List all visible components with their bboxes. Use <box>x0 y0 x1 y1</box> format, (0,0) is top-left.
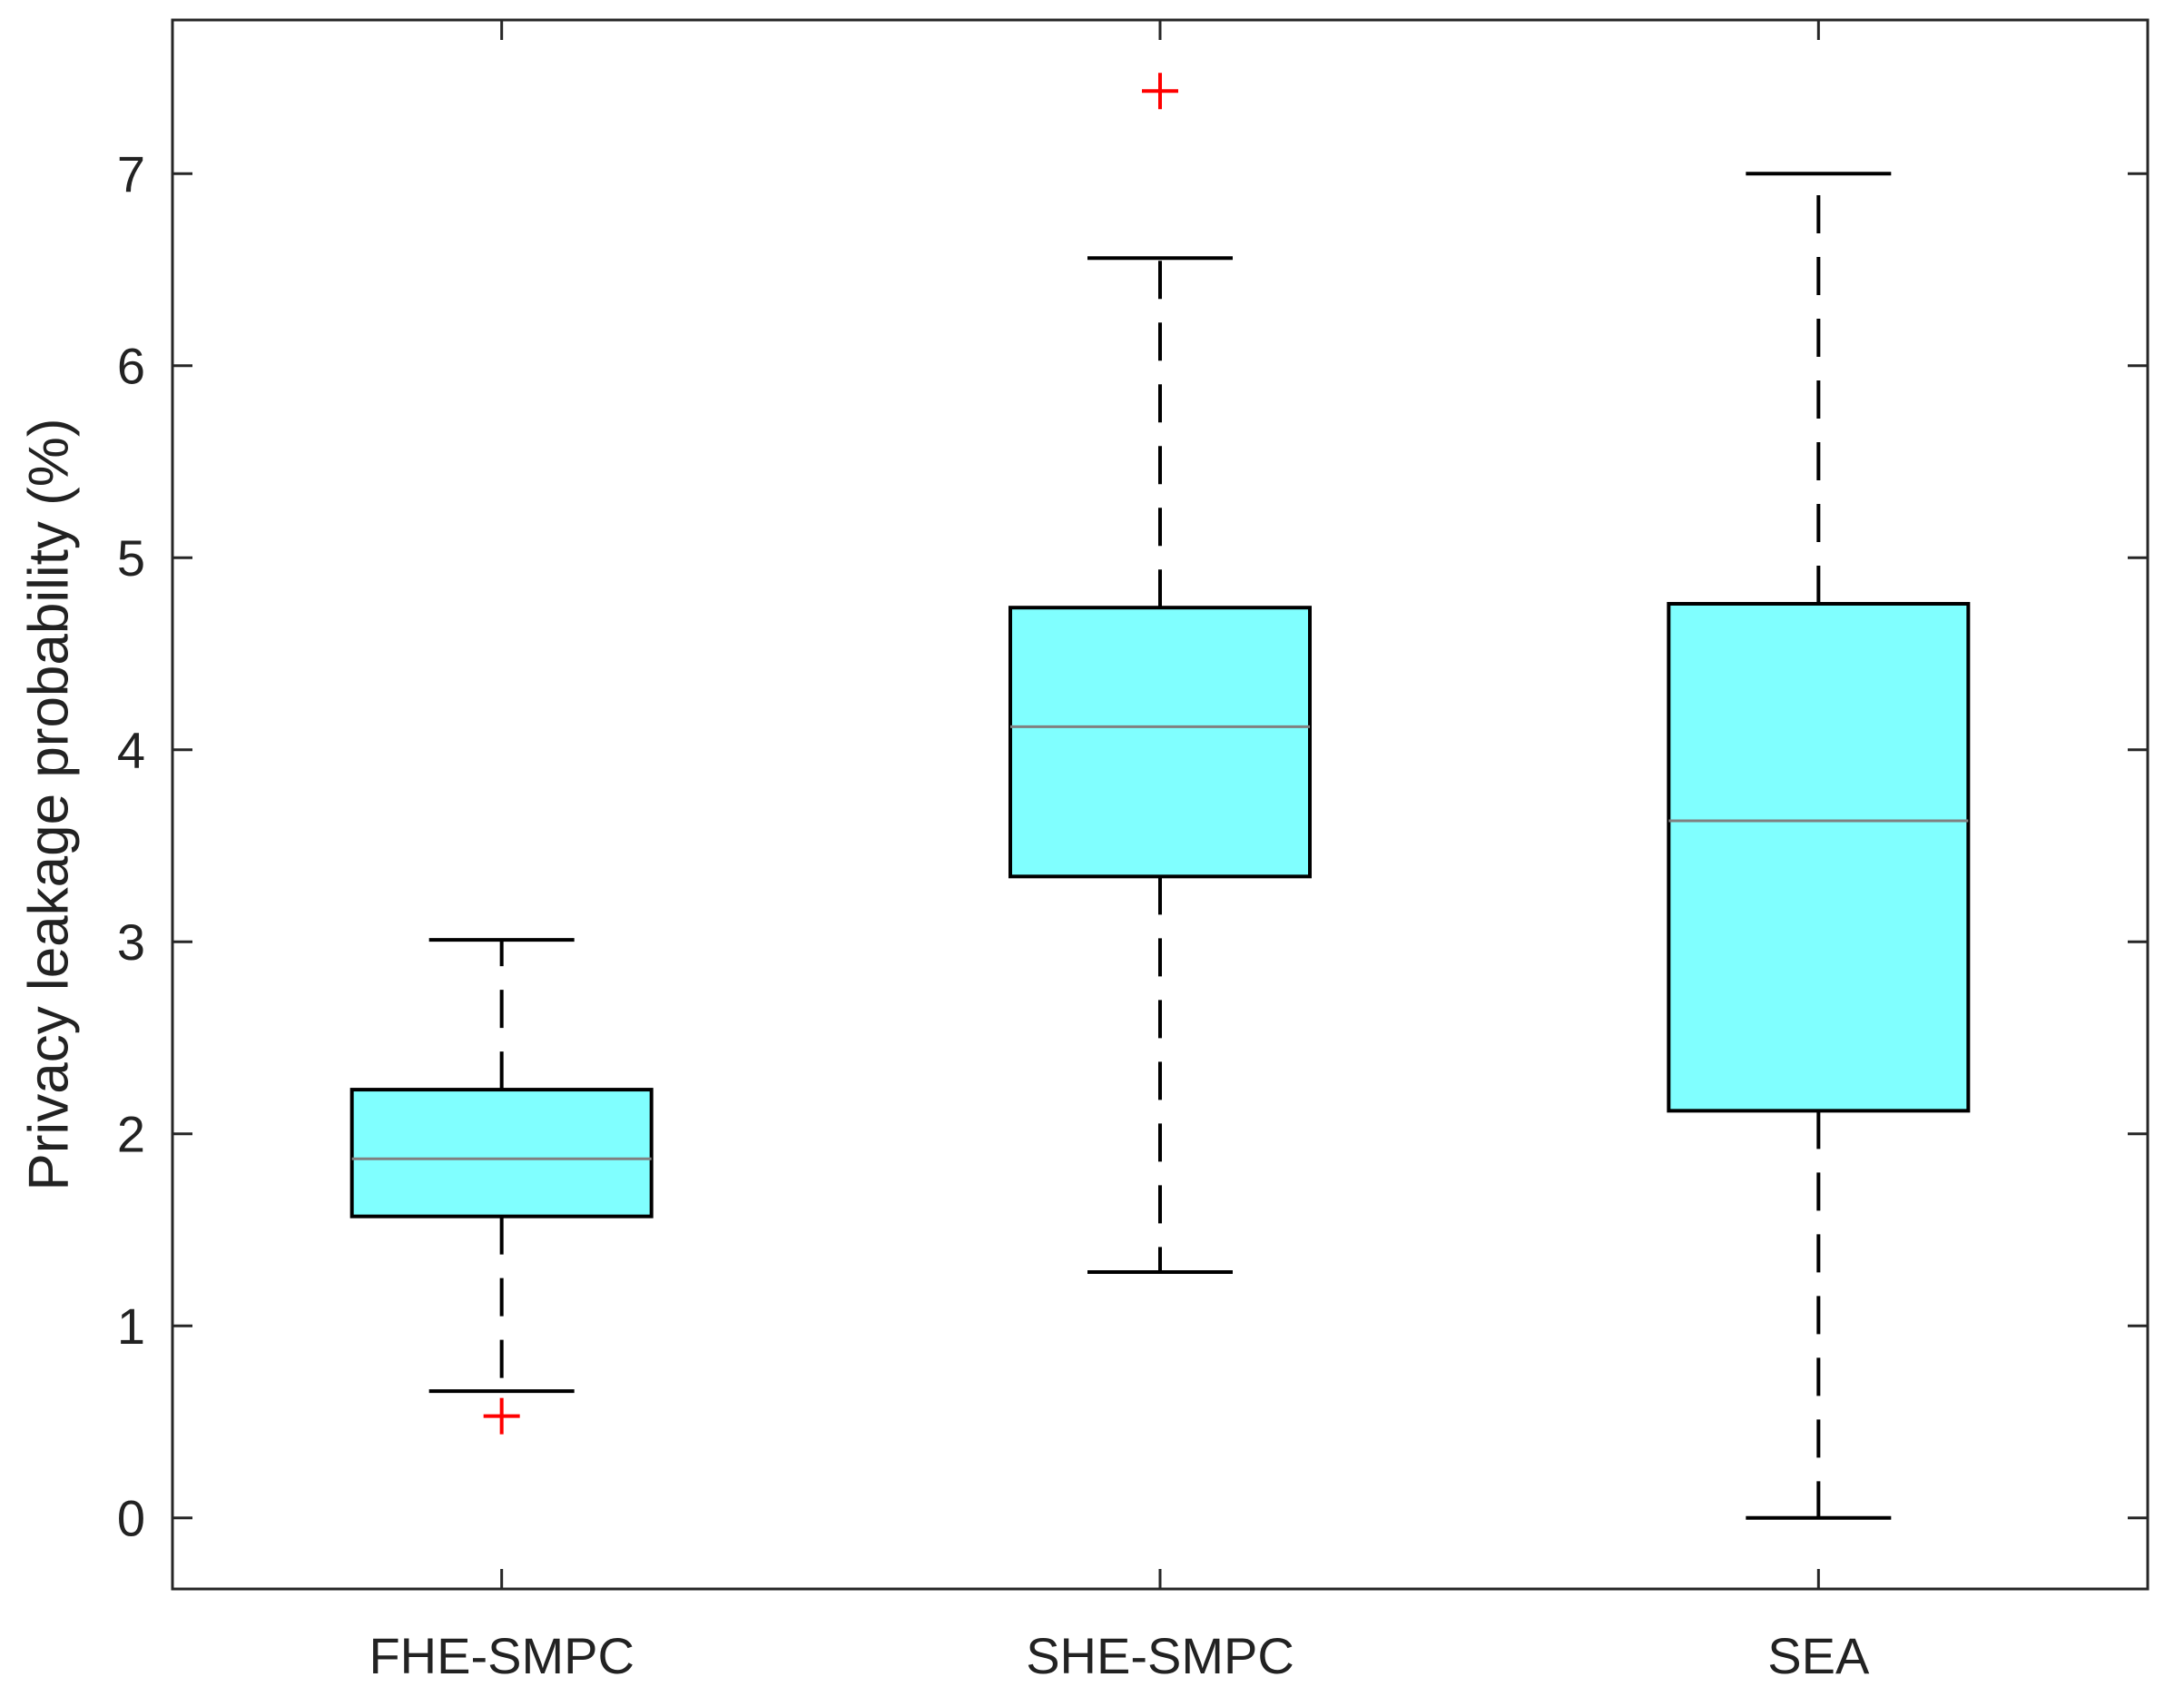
iqr-box <box>1008 606 1312 879</box>
y-tick-label: 2 <box>117 1106 145 1163</box>
y-tick-label: 5 <box>117 529 145 587</box>
y-tick-label: 3 <box>117 913 145 971</box>
axis-ticks: 0 1 2 3 4 5 6 7 FHE-SMPC SHE-SMPC SEA <box>117 20 2148 1684</box>
x-tick-label: SEA <box>1767 1627 1870 1684</box>
outlier-marker <box>483 1397 520 1435</box>
y-tick-label: 4 <box>117 722 145 779</box>
box-fhe-smpc <box>349 938 654 1435</box>
iqr-box <box>1667 601 1971 1113</box>
box-she-smpc <box>1008 73 1312 1275</box>
y-tick-label: 6 <box>117 338 145 395</box>
y-tick-label: 1 <box>117 1297 145 1355</box>
boxes-layer <box>349 73 1971 1520</box>
outlier-marker <box>1142 73 1178 110</box>
x-tick-label: SHE-SMPC <box>1026 1627 1294 1684</box>
x-tick-label: FHE-SMPC <box>369 1627 634 1684</box>
box-sea <box>1667 172 1971 1520</box>
iqr-box <box>349 1088 654 1218</box>
y-tick-label: 7 <box>117 145 145 202</box>
y-axis-title: Privacy leakage probability (%) <box>17 418 80 1190</box>
y-tick-label: 0 <box>117 1490 145 1547</box>
